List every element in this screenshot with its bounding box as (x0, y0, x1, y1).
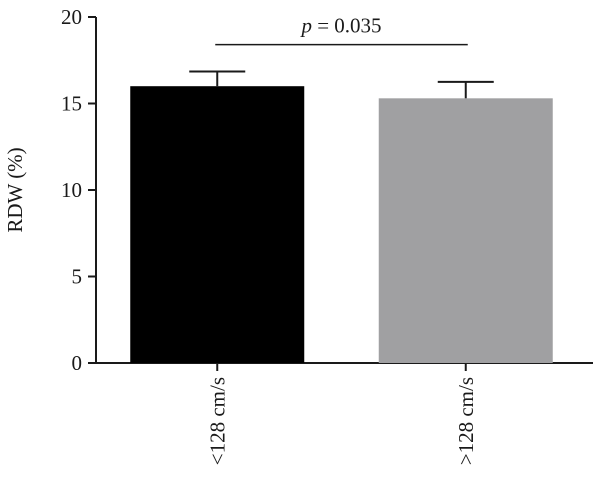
y-tick-label: 20 (61, 5, 82, 29)
x-axis: <128 cm/s >128 cm/s (96, 362, 593, 465)
x-tick-label: >128 cm/s (454, 377, 478, 465)
bars (130, 86, 553, 363)
y-axis: 0 5 10 15 20 RDW (%) (3, 5, 97, 375)
p-value-label: p = 0.035 (299, 14, 381, 38)
y-ticks: 0 5 10 15 20 (61, 5, 96, 375)
significance-annotation: p = 0.035 (215, 14, 468, 46)
p-symbol: p (299, 14, 312, 38)
bar (378, 98, 553, 363)
bar (130, 86, 305, 363)
y-tick-label: 5 (72, 265, 83, 289)
error-bars (189, 70, 494, 99)
x-ticks: <128 cm/s >128 cm/s (205, 363, 478, 465)
x-tick-label: <128 cm/s (205, 377, 229, 465)
y-tick-label: 0 (72, 351, 83, 375)
y-tick-label: 10 (61, 178, 82, 202)
p-value-text: = 0.035 (312, 14, 382, 38)
y-tick-label: 15 (61, 92, 82, 116)
y-axis-title: RDW (%) (3, 147, 27, 232)
